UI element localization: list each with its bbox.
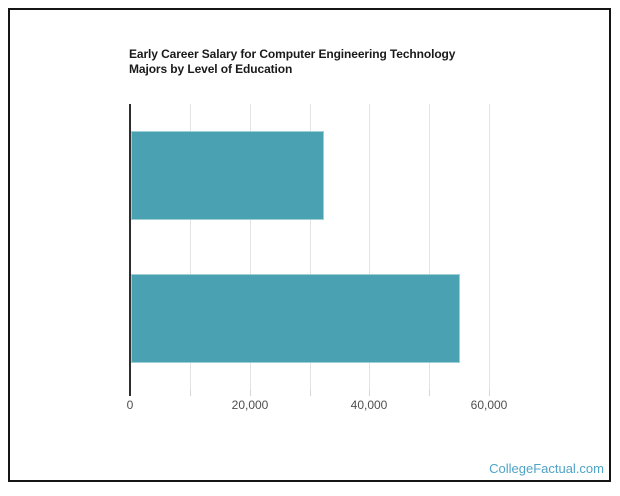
gridline — [429, 104, 430, 390]
axis-tick — [369, 390, 370, 396]
y-axis-line — [129, 104, 131, 396]
x-tick-label: 60,000 — [470, 398, 508, 412]
chart-title-line-2: Majors by Level of Education — [129, 62, 293, 76]
chart-frame — [8, 8, 611, 482]
chart-title-line-1: Early Career Salary for Computer Enginee… — [129, 47, 456, 61]
axis-tick — [489, 390, 490, 396]
axis-tick — [250, 390, 251, 396]
plot-area — [130, 104, 522, 396]
brand-link[interactable]: CollegeFactual.com — [489, 461, 604, 476]
bar[interactable] — [131, 274, 460, 363]
x-tick-label: 0 — [126, 398, 134, 412]
bar[interactable] — [131, 131, 324, 220]
x-tick-label: 20,000 — [231, 398, 269, 412]
axis-tick — [190, 390, 191, 396]
axis-tick — [429, 390, 430, 396]
gridline — [250, 104, 251, 390]
gridline — [489, 104, 490, 390]
chart-title: Early Career Salary for Computer Enginee… — [129, 47, 455, 77]
gridline — [310, 104, 311, 390]
x-axis-tick-labels: 0 20,000 40,000 60,000 — [126, 398, 522, 414]
gridline — [369, 104, 370, 390]
gridline — [190, 104, 191, 390]
axis-tick — [310, 390, 311, 396]
x-tick-label: 40,000 — [350, 398, 388, 412]
